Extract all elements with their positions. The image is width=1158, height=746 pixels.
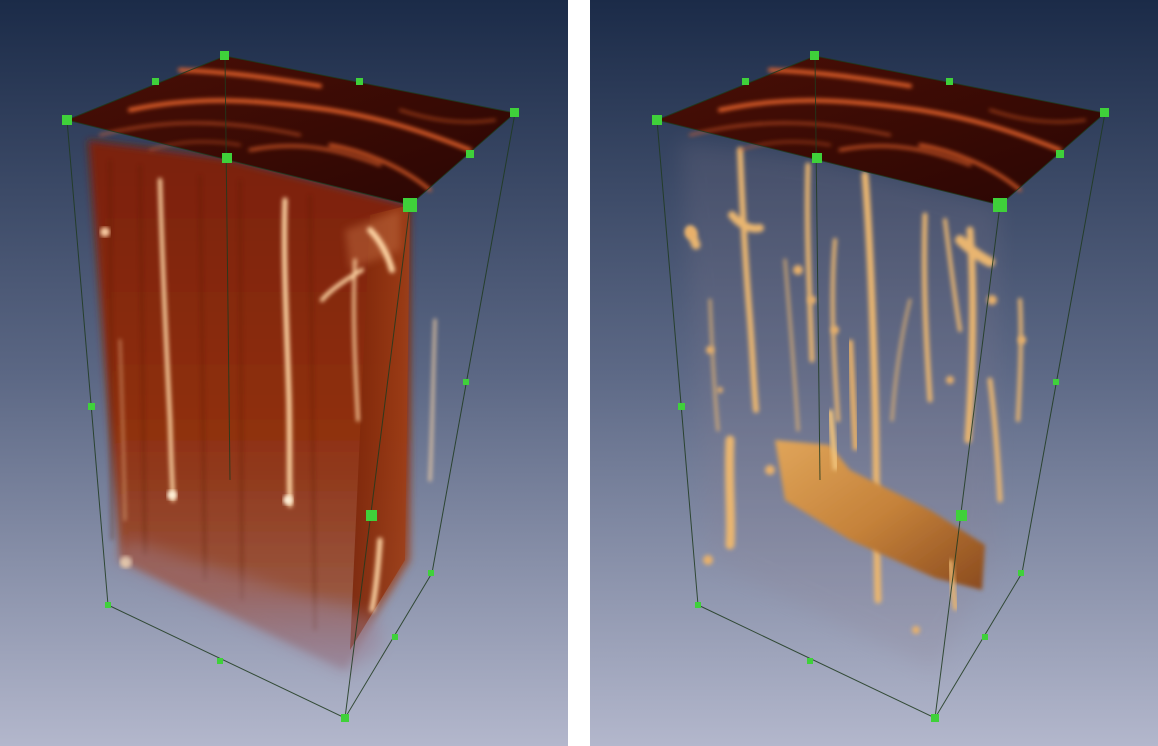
edge-handle[interactable] xyxy=(812,153,822,163)
edge-handle[interactable] xyxy=(356,78,363,85)
slab-structure xyxy=(775,339,985,611)
volume-body xyxy=(88,140,437,672)
top-slice xyxy=(657,56,1105,205)
corner-handle[interactable] xyxy=(1018,570,1024,576)
volume-render-right xyxy=(590,0,1158,746)
top-slice xyxy=(67,56,515,205)
edge-handle[interactable] xyxy=(88,403,95,410)
edge-handle[interactable] xyxy=(222,153,232,163)
corner-handle[interactable] xyxy=(428,570,434,576)
edge-handle[interactable] xyxy=(1056,150,1064,158)
volume-view-left[interactable] xyxy=(0,0,568,746)
edge-handle[interactable] xyxy=(392,634,398,640)
handle-group[interactable] xyxy=(62,51,519,722)
edge-handle[interactable] xyxy=(742,78,749,85)
edge-handle[interactable] xyxy=(217,658,223,664)
corner-handle[interactable] xyxy=(931,714,939,722)
corner-handle[interactable] xyxy=(652,115,662,125)
vessel-blobs xyxy=(685,227,1026,634)
panel-divider xyxy=(568,0,590,746)
handle-group[interactable] xyxy=(652,51,1109,722)
edge-handle[interactable] xyxy=(982,634,988,640)
corner-handle[interactable] xyxy=(105,602,111,608)
corner-handle[interactable] xyxy=(341,714,349,722)
corner-handle[interactable] xyxy=(810,51,819,60)
edge-handle[interactable] xyxy=(946,78,953,85)
corner-handle[interactable] xyxy=(403,198,417,212)
edge-handle[interactable] xyxy=(807,658,813,664)
corner-handle[interactable] xyxy=(695,602,701,608)
edge-handle[interactable] xyxy=(366,510,377,521)
edge-handle[interactable] xyxy=(152,78,159,85)
edge-handle[interactable] xyxy=(466,150,474,158)
corner-handle[interactable] xyxy=(62,115,72,125)
corner-handle[interactable] xyxy=(510,108,519,117)
edge-handle[interactable] xyxy=(1053,379,1059,385)
volume-view-right[interactable] xyxy=(590,0,1158,746)
edge-handle[interactable] xyxy=(956,510,967,521)
volume-render-left xyxy=(0,0,568,746)
corner-handle[interactable] xyxy=(993,198,1007,212)
corner-handle[interactable] xyxy=(220,51,229,60)
corner-handle[interactable] xyxy=(1100,108,1109,117)
edge-handle[interactable] xyxy=(463,379,469,385)
edge-handle[interactable] xyxy=(678,403,685,410)
